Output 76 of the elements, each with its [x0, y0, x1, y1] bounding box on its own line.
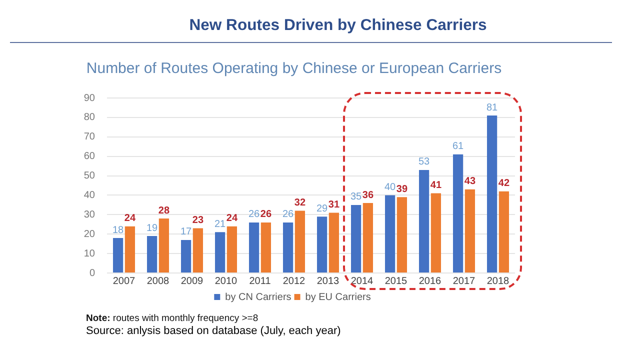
- data-label: 43: [464, 176, 476, 188]
- x-tick-label: 2011: [249, 276, 272, 287]
- data-label: 32: [294, 198, 306, 209]
- bar: [316, 216, 328, 272]
- bar: [294, 210, 306, 272]
- y-tick-label: 10: [84, 248, 96, 260]
- data-label: 24: [124, 213, 136, 224]
- bar: [260, 222, 272, 272]
- bar: [486, 116, 498, 272]
- bar: [350, 204, 362, 272]
- x-tick-label: 2007: [112, 276, 136, 287]
- bar: [282, 222, 294, 272]
- bar: [396, 197, 408, 272]
- chart-subtitle: Number of Routes Operating by Chinese or European Carriers: [85, 60, 503, 77]
- x-tick-label: 2008: [146, 276, 170, 287]
- bar: [248, 222, 260, 272]
- data-label: 26: [248, 209, 260, 220]
- data-label: 40: [384, 182, 396, 193]
- bar: [430, 193, 442, 272]
- legend-label: by CN Carriers: [225, 292, 292, 303]
- data-label: 53: [418, 156, 430, 168]
- data-label: 36: [362, 190, 374, 201]
- y-tick-label: 80: [84, 112, 96, 124]
- data-label: 41: [430, 180, 442, 192]
- y-tick-label: 20: [84, 228, 96, 240]
- bar: [146, 236, 158, 272]
- data-label: 35: [350, 192, 362, 203]
- data-label: 39: [396, 184, 408, 195]
- x-tick-label: 2012: [282, 276, 306, 287]
- y-tick-label: 30: [84, 209, 96, 220]
- y-tick-label: 50: [84, 170, 96, 182]
- data-label: 29: [316, 203, 328, 214]
- x-tick-label: 2009: [180, 276, 204, 287]
- bar: [180, 240, 192, 272]
- y-tick-label: 60: [84, 151, 96, 162]
- bar: [124, 226, 136, 272]
- data-label: 18: [112, 224, 124, 236]
- data-label: 61: [452, 141, 464, 152]
- bar: [214, 232, 226, 272]
- bar: [418, 170, 430, 272]
- bar: [112, 238, 124, 272]
- data-label: 31: [328, 199, 340, 210]
- bar: [452, 154, 464, 272]
- source-note: Source: anlysis based on database (July, each year): [86, 325, 341, 337]
- y-tick-label: 90: [84, 92, 96, 104]
- bar: [362, 203, 374, 272]
- data-label: 26: [260, 209, 272, 220]
- bar: [328, 212, 340, 272]
- data-label: 42: [498, 178, 510, 190]
- x-tick-label: 2018: [486, 276, 510, 287]
- bar: [498, 191, 510, 272]
- x-tick-label: 2017: [452, 276, 476, 287]
- data-label: 23: [192, 215, 204, 226]
- data-label: 81: [486, 102, 498, 114]
- bar: [192, 228, 204, 272]
- x-tick-label: 2016: [418, 276, 442, 287]
- legend-label: by EU Carriers: [305, 292, 371, 303]
- bar: [464, 189, 476, 272]
- data-label: 26: [282, 209, 294, 220]
- data-label: 28: [158, 205, 170, 216]
- data-label: 24: [226, 213, 238, 224]
- bar: [158, 218, 170, 272]
- data-label: 17: [180, 226, 192, 238]
- chart-title: New Routes Driven by Chinese Carriers: [188, 17, 488, 35]
- x-tick-label: 2013: [316, 276, 340, 287]
- data-label: 21: [214, 218, 226, 230]
- bar: [226, 226, 238, 272]
- y-tick-label: 0: [89, 268, 96, 279]
- bar: [384, 195, 396, 272]
- x-tick-label: 2010: [214, 276, 238, 287]
- y-tick-label: 70: [84, 132, 96, 143]
- x-tick-label: 2014: [350, 276, 374, 287]
- y-tick-label: 40: [84, 190, 96, 201]
- text: Note: routes with monthly frequency >=8: [86, 313, 258, 324]
- data-label: 19: [146, 222, 158, 234]
- x-tick-label: 2015: [384, 276, 408, 287]
